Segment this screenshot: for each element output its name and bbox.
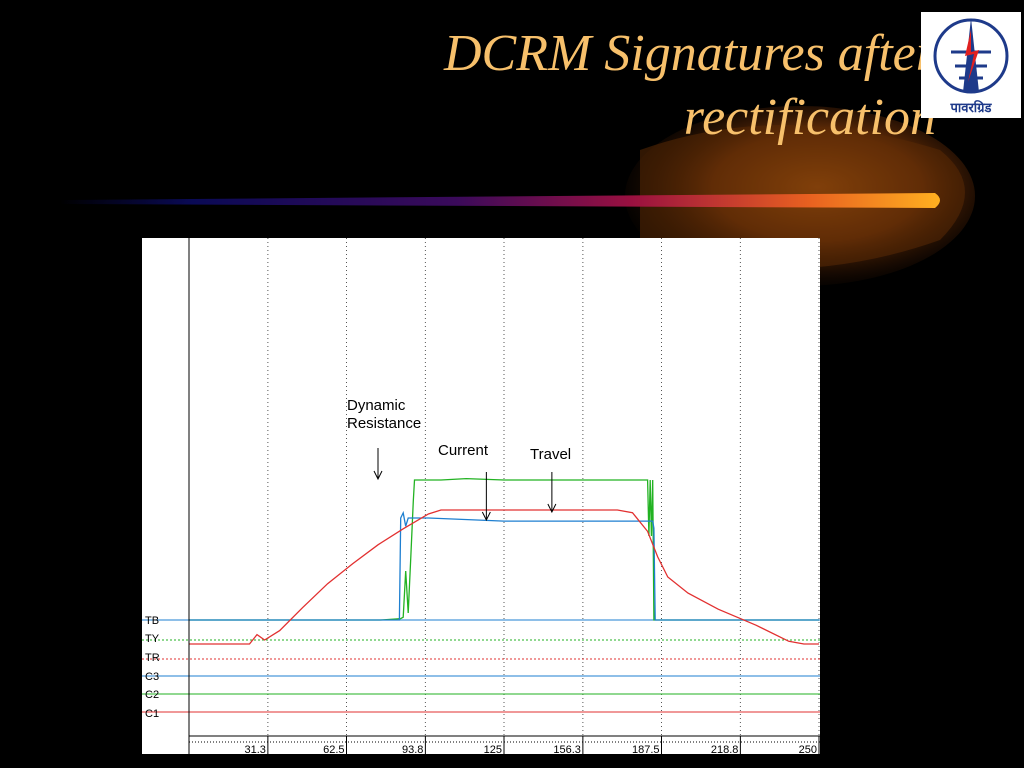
annotation-arrowhead-travel [547, 503, 557, 514]
annotation-travel: Travel [530, 446, 571, 463]
annotations: Dynamic Resistance Current Travel [347, 397, 571, 522]
x-tick-label-4: 156.3 [553, 744, 581, 754]
company-logo: पावरग्रिड [921, 12, 1021, 118]
chart-svg: Dynamic Resistance Current Travel TB TY TR C3 C… [142, 238, 820, 754]
annotation-current: Current [438, 442, 489, 459]
x-tick-label-6: 218.8 [711, 744, 739, 754]
powergrid-tower-logo-icon [933, 18, 1009, 94]
channel-label-tr: TR [145, 652, 160, 664]
axes: TB TY TR C3 C2 C1 31.3 62.5 93.8 125 156.3 187.5 218… [145, 238, 820, 754]
slide-title: DCRM Signatures after rectification [236, 22, 936, 150]
series-current [189, 510, 819, 621]
title-line-1: DCRM Signatures after [443, 25, 936, 82]
x-tick-label-3: 125 [484, 744, 502, 754]
channel-label-c2: C2 [145, 689, 159, 701]
annotation-arrowhead-dynamic-resistance [373, 470, 383, 481]
channel-label-c3: C3 [145, 671, 159, 683]
dcrm-chart: Dynamic Resistance Current Travel TB TY TR C3 C… [142, 238, 820, 754]
series-dynamic-resistance [189, 477, 819, 621]
x-tick-label-0: 31.3 [244, 744, 265, 754]
x-tick-label-5: 187.5 [632, 744, 660, 754]
channel-label-ty: TY [145, 633, 160, 645]
title-line-2: rectification [683, 89, 936, 146]
x-tick-label-7: 250 [799, 744, 817, 754]
logo-text: पावरग्रिड [950, 101, 992, 116]
annotation-dynamic-resistance: Dynamic Resistance [347, 397, 421, 432]
channel-label-c1: C1 [145, 708, 159, 720]
chart-background [142, 238, 820, 754]
series-travel [189, 509, 819, 645]
series-lines [189, 477, 819, 645]
channel-label-tb: TB [145, 615, 159, 627]
x-tick-label-1: 62.5 [323, 744, 344, 754]
x-tick-label-2: 93.8 [402, 744, 423, 754]
annotation-arrowhead-current [481, 511, 491, 522]
